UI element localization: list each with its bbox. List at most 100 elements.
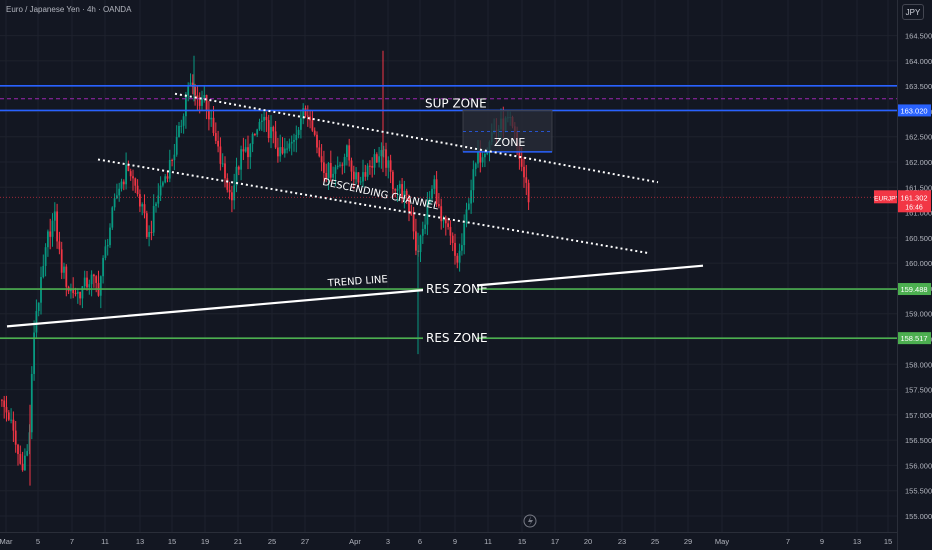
candle-body bbox=[467, 203, 470, 210]
candle-body bbox=[290, 141, 293, 144]
candle-body bbox=[72, 288, 75, 294]
candle-body bbox=[456, 255, 459, 263]
candle-body bbox=[286, 148, 288, 150]
candle-body bbox=[369, 165, 371, 167]
candle-body bbox=[24, 455, 26, 471]
candle-body bbox=[346, 145, 348, 157]
candle-body bbox=[444, 218, 447, 224]
candle-body bbox=[366, 165, 369, 177]
candle-body bbox=[385, 149, 387, 168]
currency-button[interactable]: JPY bbox=[902, 4, 924, 20]
horizontal-levels bbox=[0, 84, 897, 339]
x-tick-label: 11 bbox=[101, 537, 109, 546]
candle-body bbox=[332, 173, 334, 178]
candle-body bbox=[37, 302, 40, 312]
candle-body bbox=[523, 166, 525, 178]
candle-body bbox=[194, 87, 196, 96]
candle-body bbox=[318, 147, 321, 157]
candle-body bbox=[442, 218, 445, 222]
candle-body bbox=[410, 211, 413, 215]
candle-body bbox=[313, 130, 316, 135]
x-tick-label: 7 bbox=[786, 537, 790, 546]
candle-body bbox=[348, 145, 351, 161]
y-tick-label: 164.000 bbox=[905, 57, 932, 66]
candle-body bbox=[477, 152, 479, 164]
candle-body bbox=[316, 134, 318, 148]
x-tick-label: 9 bbox=[820, 537, 824, 546]
candle-body bbox=[44, 247, 47, 266]
x-tick-label: 15 bbox=[518, 537, 526, 546]
candle-body bbox=[242, 149, 245, 152]
candle-body bbox=[451, 235, 454, 243]
candle-body bbox=[415, 231, 417, 251]
lightning-icon-ring bbox=[523, 514, 537, 528]
candle-body bbox=[203, 94, 206, 99]
y-tick-label: 163.500 bbox=[905, 82, 932, 91]
symbol-badge-label: EURJPY bbox=[874, 195, 900, 202]
candle-body bbox=[93, 274, 95, 277]
candle-body bbox=[263, 116, 265, 121]
candle-body bbox=[129, 171, 132, 177]
candle-body bbox=[267, 120, 270, 139]
candle-body bbox=[463, 223, 466, 246]
candle-body bbox=[3, 400, 6, 408]
candle-body bbox=[440, 206, 443, 222]
x-tick-label: 15 bbox=[168, 537, 176, 546]
candle-body bbox=[396, 188, 399, 191]
level-badge bbox=[898, 104, 931, 117]
candle-body bbox=[389, 160, 392, 172]
candle-body bbox=[240, 149, 242, 170]
candle-body bbox=[111, 207, 114, 228]
candle-body bbox=[88, 284, 91, 288]
candle-body bbox=[258, 121, 261, 130]
candle-body bbox=[470, 190, 472, 204]
candle-body bbox=[79, 291, 81, 299]
zone-box bbox=[462, 110, 553, 153]
candle-body bbox=[247, 147, 249, 158]
candle-body bbox=[474, 163, 477, 170]
candle-body bbox=[343, 156, 346, 166]
candle-body bbox=[419, 235, 422, 253]
candle-body bbox=[221, 163, 224, 165]
candle-body bbox=[106, 245, 109, 247]
candle-body bbox=[479, 152, 482, 163]
candle-body bbox=[56, 211, 58, 242]
candle-body bbox=[148, 232, 150, 237]
lightning-icon[interactable] bbox=[523, 514, 537, 528]
candle-body bbox=[398, 184, 401, 189]
candle-body bbox=[150, 232, 153, 234]
candle-body bbox=[329, 163, 332, 178]
candle-body bbox=[65, 266, 68, 287]
level-badge-label: 159.488 bbox=[900, 285, 927, 294]
candle-body bbox=[219, 146, 222, 164]
candle-body bbox=[191, 82, 194, 88]
candle-body bbox=[60, 249, 63, 273]
chart-title: Euro / Japanese Yen · 4h · OANDA bbox=[6, 5, 132, 14]
y-tick-label: 155.000 bbox=[905, 512, 932, 521]
candle-body bbox=[359, 181, 362, 183]
candle-body bbox=[293, 139, 295, 142]
candle-body bbox=[311, 120, 314, 131]
candle-body bbox=[201, 98, 203, 106]
symbol-badge bbox=[874, 190, 900, 204]
candle-body bbox=[323, 162, 325, 173]
x-tick-label: 13 bbox=[136, 537, 144, 546]
candle-body bbox=[382, 149, 385, 151]
annotation-label: RES ZONE bbox=[426, 282, 488, 296]
x-tick-label: 25 bbox=[651, 537, 659, 546]
price-axis-divider bbox=[897, 0, 898, 550]
y-tick-label: 159.000 bbox=[905, 310, 932, 319]
x-tick-label: 7 bbox=[70, 537, 74, 546]
candle-body bbox=[281, 147, 284, 154]
candle-body bbox=[297, 129, 300, 135]
candle-body bbox=[435, 179, 438, 205]
channel-upper-line bbox=[174, 92, 659, 184]
candle-body bbox=[302, 108, 305, 119]
candle-body bbox=[19, 454, 22, 464]
candle-body bbox=[21, 463, 24, 471]
candle-body bbox=[251, 133, 254, 145]
candle-body bbox=[373, 154, 376, 168]
countdown-label: 16:46 bbox=[905, 204, 923, 211]
